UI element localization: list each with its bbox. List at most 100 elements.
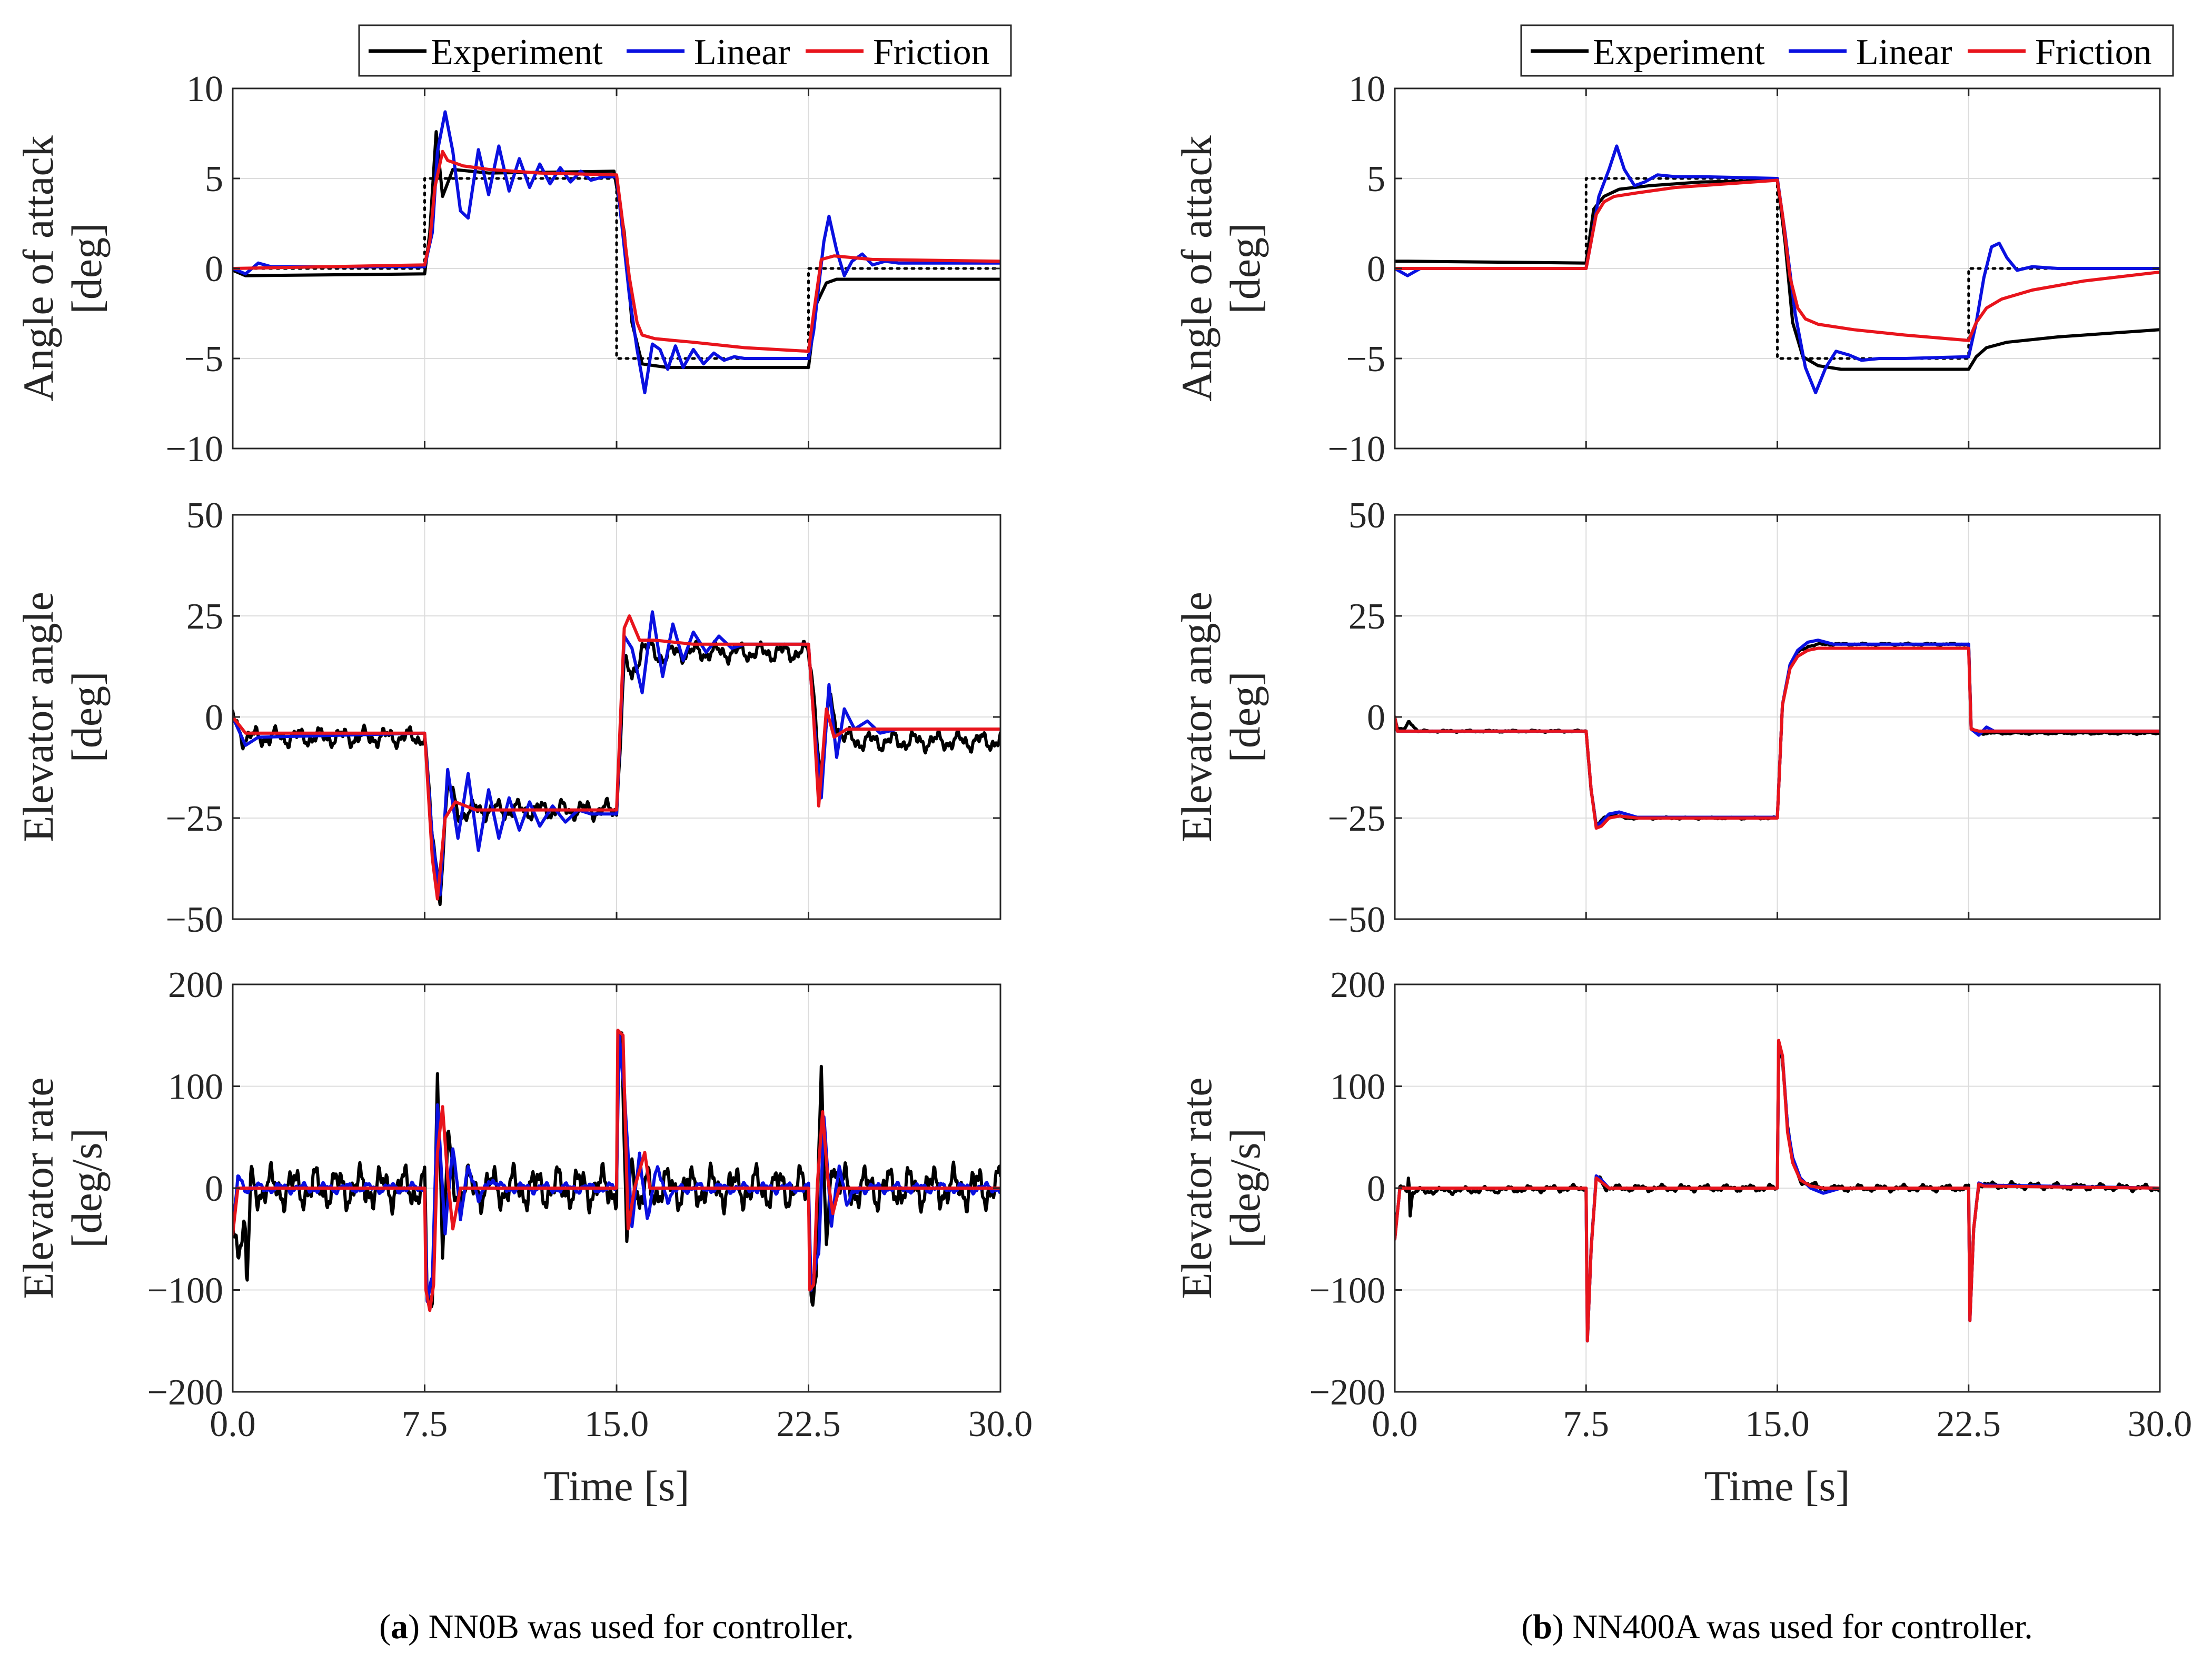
series-line-experiment bbox=[233, 1029, 1000, 1309]
series-line-friction bbox=[233, 150, 1000, 353]
y-ticks: −10 −5 0 5 10 bbox=[166, 69, 1001, 470]
caption-label: b bbox=[1533, 1608, 1552, 1646]
x-ticks: 0.0 7.5 15.0 22.5 30.0 bbox=[210, 984, 1033, 1444]
caption-text: NN400A was used for controller. bbox=[1572, 1608, 2032, 1646]
grid bbox=[1394, 514, 2160, 920]
y-tick-label: −200 bbox=[1310, 1372, 1385, 1413]
y-tick-label: 0 bbox=[205, 1169, 223, 1209]
legend-box bbox=[1520, 24, 2174, 77]
y-tick-label: 0 bbox=[1367, 698, 1385, 738]
y-tick-label: −100 bbox=[147, 1271, 223, 1311]
legend-label-linear: Linear bbox=[694, 32, 790, 73]
x-tick-label: 22.5 bbox=[776, 1404, 841, 1444]
y-axis-label-line1: Elevator angle bbox=[14, 592, 62, 842]
y-tick-label: 0 bbox=[205, 249, 223, 290]
legend-label-experiment: Experiment bbox=[431, 32, 603, 73]
caption-label: a bbox=[391, 1608, 408, 1646]
y-tick-label: −100 bbox=[1310, 1271, 1385, 1311]
y-tick-label: −5 bbox=[184, 339, 223, 380]
series-line-friction bbox=[1395, 178, 2160, 342]
series-line-linear bbox=[1395, 144, 2160, 394]
x-tick-label: 7.5 bbox=[1563, 1404, 1610, 1444]
y-tick-label: −10 bbox=[1328, 429, 1385, 470]
caption-a: (a) NN0B was used for controller. bbox=[379, 1608, 854, 1646]
y-axis-label-line2: [deg/s] bbox=[1221, 1128, 1269, 1248]
x-tick-label: 22.5 bbox=[1937, 1404, 2001, 1444]
series-group bbox=[233, 610, 1000, 906]
legend-label-experiment: Experiment bbox=[1593, 32, 1765, 73]
x-axis-label: Time [s] bbox=[543, 1462, 689, 1510]
x-tick-label: 15.0 bbox=[584, 1404, 649, 1444]
legend-label-friction: Friction bbox=[2035, 32, 2152, 73]
x-axis-label: Time [s] bbox=[1704, 1462, 1850, 1510]
y-axis-label-line2: [deg] bbox=[1221, 671, 1269, 762]
x-tick-label: 30.0 bbox=[968, 1404, 1033, 1444]
y-tick-label: 0 bbox=[1367, 249, 1385, 290]
y-tick-label: 100 bbox=[1330, 1067, 1385, 1108]
y-tick-label: −10 bbox=[166, 429, 223, 470]
legend: Experiment Linear Friction bbox=[1520, 24, 2174, 77]
y-axis-label-line2: [deg] bbox=[63, 223, 111, 314]
y-axis-label-line1: Elevator rate bbox=[14, 1077, 62, 1299]
plot-a-angle-of-attack: −10 −5 0 5 10 Angle of attack [deg] bbox=[14, 69, 1001, 470]
y-tick-label: 100 bbox=[168, 1067, 223, 1108]
series-line-linear bbox=[233, 610, 1000, 896]
panel-a: −10 −5 0 5 10 Angle of attack [deg] −5 0 −25 0 2… bbox=[14, 24, 1033, 1646]
y-tick-label: 0 bbox=[205, 698, 223, 738]
series-line-linear bbox=[233, 110, 1000, 394]
y-tick-label: 50 bbox=[186, 495, 223, 536]
plot-a-elevator-rate: −200 −100 0 100 200 0.0 7.5 15.0 22.5 30.0 Eleva… bbox=[14, 965, 1033, 1510]
y-ticks: −50 −25 0 25 50 bbox=[1328, 495, 2161, 940]
series-line-friction bbox=[1395, 1039, 2160, 1343]
y-ticks: −200 −100 0 100 200 bbox=[147, 965, 1000, 1413]
legend: Experiment Linear Friction bbox=[358, 24, 1012, 77]
y-tick-label: −25 bbox=[1328, 799, 1385, 839]
plot-a-elevator-angle: −50 −25 0 25 50 Elevator angle [deg] bbox=[14, 495, 1001, 940]
y-tick-label: 10 bbox=[1348, 69, 1385, 109]
legend-box bbox=[358, 24, 1012, 77]
y-axis-label-line2: [deg] bbox=[1221, 223, 1269, 314]
series-group bbox=[1395, 639, 2160, 830]
series-line-reference bbox=[233, 177, 1000, 360]
y-tick-label: 5 bbox=[205, 159, 223, 200]
y-axis-label-line1: Elevator angle bbox=[1173, 592, 1221, 842]
y-tick-label: 5 bbox=[1367, 159, 1385, 200]
y-tick-label: −200 bbox=[147, 1372, 223, 1413]
y-tick-label: −25 bbox=[166, 799, 223, 839]
y-tick-label: 50 bbox=[1348, 495, 1385, 536]
y-axis-label-line1: Angle of attack bbox=[14, 135, 62, 401]
y-tick-label: 10 bbox=[186, 69, 223, 109]
x-tick-label: 0.0 bbox=[210, 1404, 256, 1444]
y-tick-label: 25 bbox=[1348, 596, 1385, 637]
y-ticks: −10 −5 0 5 10 bbox=[1328, 69, 2161, 470]
series-group bbox=[1395, 144, 2160, 394]
y-ticks: −200 −100 0 100 200 bbox=[1310, 965, 2160, 1413]
series-line-friction bbox=[1395, 646, 2160, 830]
y-ticks: −50 −25 0 25 50 bbox=[166, 495, 1001, 940]
y-tick-label: 0 bbox=[1367, 1169, 1385, 1209]
plot-b-angle-of-attack: −10 −5 0 5 10 Angle of attack [deg] bbox=[1173, 69, 2161, 470]
x-tick-label: 0.0 bbox=[1372, 1404, 1418, 1444]
x-tick-label: 7.5 bbox=[402, 1404, 448, 1444]
y-tick-label: −5 bbox=[1346, 339, 1385, 380]
legend-label-friction: Friction bbox=[873, 32, 990, 73]
y-axis-label-line2: [deg] bbox=[63, 671, 111, 762]
series-group bbox=[233, 110, 1000, 394]
plot-b-elevator-rate: −200 −100 0 100 200 0.0 7.5 15.0 22.5 30.0 Eleva… bbox=[1173, 965, 2192, 1510]
series-line-friction bbox=[233, 614, 1000, 901]
x-tick-label: 15.0 bbox=[1745, 1404, 1810, 1444]
x-tick-label: 30.0 bbox=[2128, 1404, 2193, 1444]
series-group bbox=[1395, 1039, 2160, 1343]
series-line-friction bbox=[233, 1029, 1000, 1312]
y-tick-label: −50 bbox=[1328, 900, 1385, 940]
y-tick-label: 200 bbox=[168, 965, 223, 1005]
y-axis-label-line1: Angle of attack bbox=[1173, 135, 1221, 401]
plot-b-elevator-angle: −50 −25 0 25 50 Elevator angle [deg] bbox=[1173, 495, 2161, 940]
x-ticks: 0.0 7.5 15.0 22.5 30.0 bbox=[1372, 984, 2192, 1444]
caption-text: NN0B was used for controller. bbox=[429, 1608, 854, 1646]
y-tick-label: 25 bbox=[186, 596, 223, 637]
caption-b: (b) NN400A was used for controller. bbox=[1521, 1608, 2033, 1646]
y-axis-label-line2: [deg/s] bbox=[63, 1128, 111, 1248]
